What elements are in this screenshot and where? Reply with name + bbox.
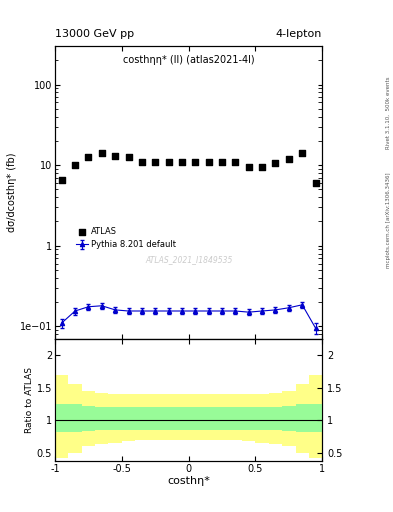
ATLAS: [179, 158, 185, 166]
Legend: ATLAS, Pythia 8.201 default: ATLAS, Pythia 8.201 default: [73, 224, 179, 253]
ATLAS: [112, 152, 118, 160]
ATLAS: [139, 158, 145, 166]
ATLAS: [152, 158, 158, 166]
ATLAS: [272, 159, 279, 167]
ATLAS: [312, 179, 319, 187]
ATLAS: [125, 153, 132, 161]
ATLAS: [299, 150, 305, 158]
ATLAS: [99, 150, 105, 158]
ATLAS: [59, 176, 65, 184]
Text: ATLAS_2021_I1849535: ATLAS_2021_I1849535: [145, 255, 232, 264]
Text: mcplots.cern.ch [arXiv:1306.3436]: mcplots.cern.ch [arXiv:1306.3436]: [386, 173, 391, 268]
Text: 13000 GeV pp: 13000 GeV pp: [55, 29, 134, 39]
ATLAS: [232, 158, 239, 166]
ATLAS: [259, 163, 265, 171]
Text: Rivet 3.1.10,  500k events: Rivet 3.1.10, 500k events: [386, 76, 391, 149]
ATLAS: [165, 158, 172, 166]
X-axis label: costhη*: costhη*: [167, 476, 210, 486]
ATLAS: [72, 161, 78, 169]
Y-axis label: dσ/dcosthη* (fb): dσ/dcosthη* (fb): [7, 153, 17, 232]
ATLAS: [192, 158, 198, 166]
ATLAS: [286, 155, 292, 163]
ATLAS: [85, 153, 92, 161]
Y-axis label: Ratio to ATLAS: Ratio to ATLAS: [25, 367, 34, 433]
ATLAS: [219, 158, 225, 166]
Text: costhηη* (ll) (atlas2021-4l): costhηη* (ll) (atlas2021-4l): [123, 55, 254, 65]
ATLAS: [206, 158, 212, 166]
Text: 4-lepton: 4-lepton: [276, 29, 322, 39]
ATLAS: [246, 163, 252, 171]
